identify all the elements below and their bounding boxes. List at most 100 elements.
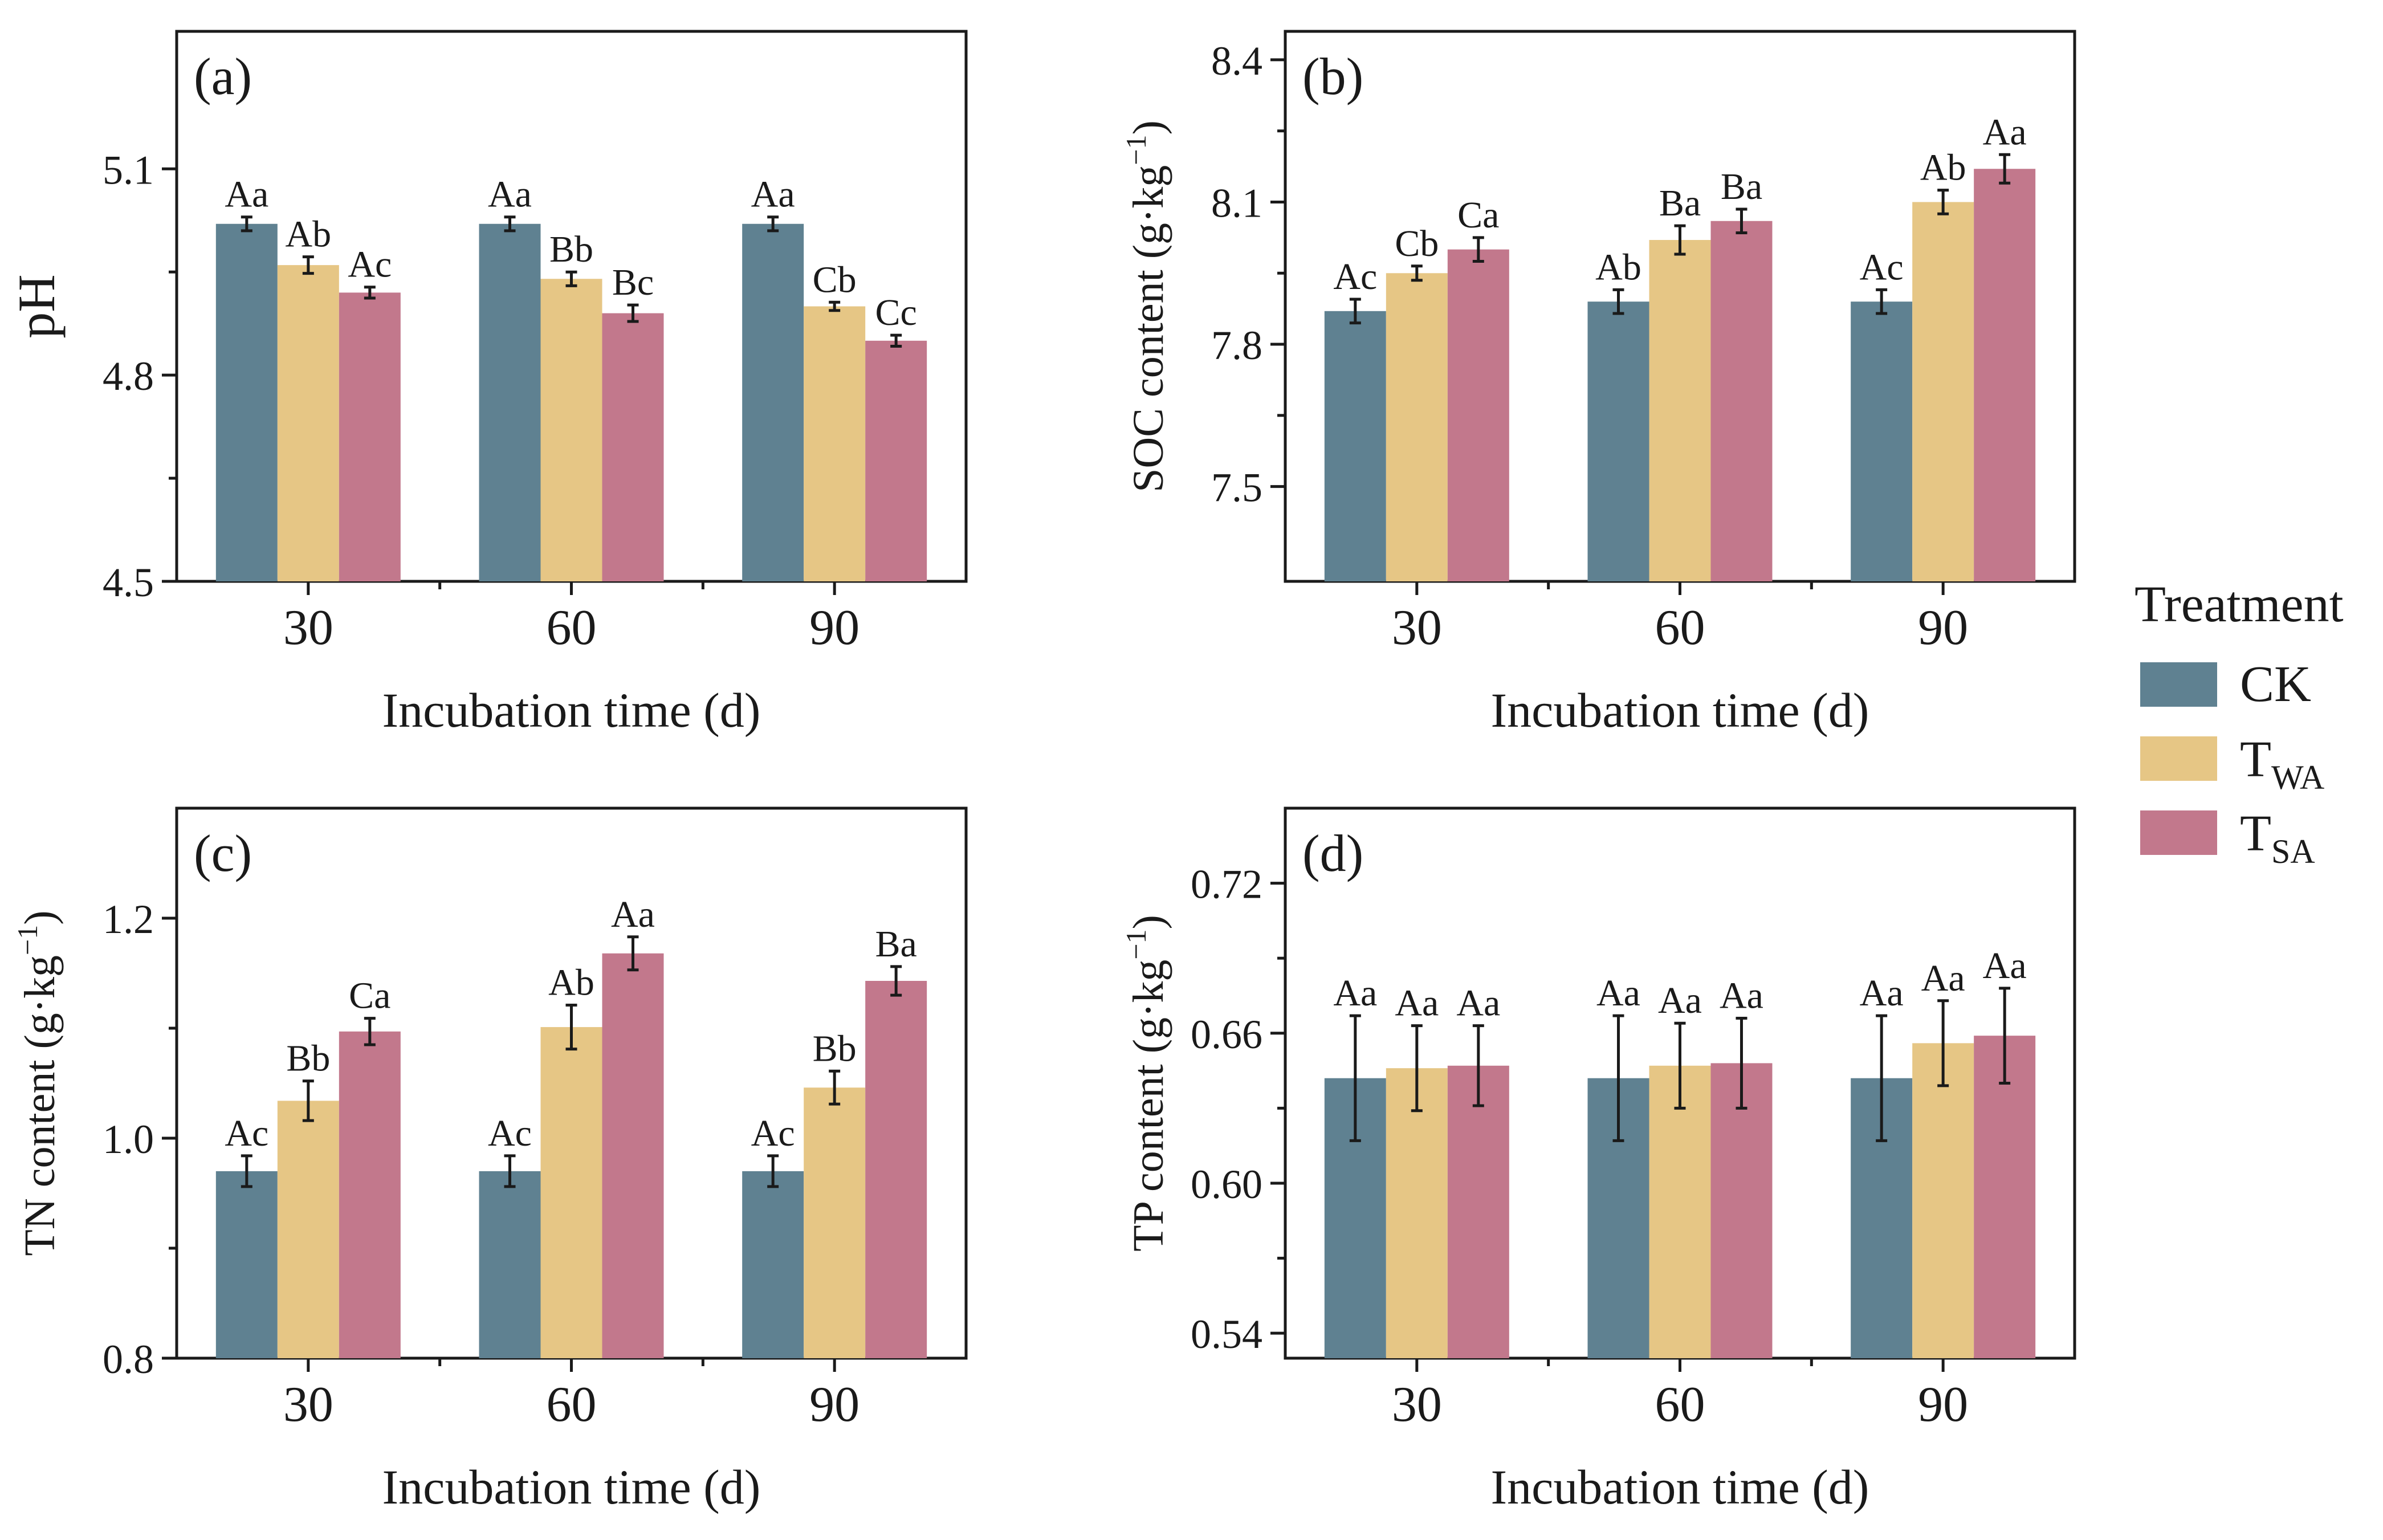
panel-d-sig-label-2-1: Aa — [1921, 958, 1965, 999]
legend-label-twa-main: T — [2240, 731, 2271, 788]
panel-b-sig-label-1-0: Ab — [1595, 246, 1641, 288]
panel-c-bar-1-2 — [602, 953, 664, 1358]
panel-c-bar-1-1 — [540, 1027, 602, 1358]
panel-c-bar-1-0 — [479, 1171, 541, 1358]
legend-label-tsa-main: T — [2240, 805, 2271, 862]
panel-a-bar-2-1 — [804, 306, 866, 581]
panel-d-bar-1-2 — [1710, 1063, 1773, 1358]
panel-d: (d) 0.54 0.60 0.66 0.72 TP content (g·kg−1) 30… — [1120, 806, 2076, 1514]
panel-c-xlabel: Incubation time (d) — [382, 1460, 761, 1514]
panel-b-xtick-label-0: 30 — [1392, 600, 1442, 655]
panel-c: (c) 0.8 1.0 1.2 TN content (g·kg−1) 30 Ac Bb Ca 6… — [11, 806, 968, 1514]
panel-c-sig-label-1-2: Aa — [611, 894, 655, 935]
panel-a-errorbar-0-1 — [302, 255, 314, 275]
panel-b-sig-label-2-1: Ab — [1920, 147, 1966, 189]
panel-a-ytick-label-2: 5.1 — [103, 147, 154, 193]
panel-c-ytick-label-1: 1.0 — [103, 1117, 154, 1162]
panel-d-errorbar-2-2 — [1999, 987, 2011, 1085]
panel-b-bar-2-0 — [1851, 302, 1913, 581]
panel-b-ytick-label-3: 8.4 — [1211, 38, 1262, 84]
panel-d-sig-label-1-1: Aa — [1658, 980, 1702, 1021]
panel-b-xtick-label-2: 90 — [1918, 600, 1968, 655]
panel-a-bar-1-1 — [540, 279, 602, 581]
panel-c-sig-label-2-2: Ba — [875, 923, 917, 965]
panel-a-bar-0-1 — [277, 265, 339, 581]
panel-a-bar-0-0 — [215, 223, 278, 581]
legend: Treatment CK TWA TSA — [2134, 576, 2344, 870]
panel-b-xlabel: Incubation time (d) — [1491, 683, 1869, 738]
panel-c-sig-label-0-0: Ac — [225, 1113, 268, 1154]
panel-c-ylabel: TN content (g·kg−1) — [11, 910, 64, 1256]
panel-d-bar-0-1 — [1386, 1068, 1448, 1358]
panel-a-errorbar-2-0 — [767, 215, 779, 233]
panel-d-xtick-label-2: 90 — [1918, 1377, 1968, 1432]
panel-b-sig-label-0-0: Ac — [1333, 256, 1377, 298]
panel-d-errorbar-1-2 — [1736, 1016, 1747, 1110]
panel-d-bar-2-1 — [1912, 1043, 1974, 1358]
panel-c-errorbar-2-2 — [890, 965, 902, 997]
legend-label-ck: CK — [2240, 656, 2311, 712]
panel-c-bar-2-1 — [804, 1087, 866, 1358]
legend-title: Treatment — [2134, 576, 2344, 633]
panel-c-errorbar-2-1 — [829, 1069, 841, 1106]
panel-a-label: (a) — [194, 47, 252, 105]
panel-a-errorbar-0-0 — [241, 215, 252, 233]
panel-d-errorbar-0-1 — [1411, 1024, 1423, 1113]
panel-c-label: (c) — [194, 824, 252, 882]
panel-b-errorbar-1-1 — [1674, 224, 1686, 256]
panel-c-bar-0-1 — [277, 1101, 339, 1358]
panel-c-sig-label-2-0: Ac — [751, 1113, 795, 1154]
panel-c-sig-label-1-1: Ab — [548, 962, 594, 1003]
panel-c-errorbar-0-0 — [241, 1154, 252, 1188]
panel-b-sig-label-0-2: Ca — [1457, 194, 1499, 236]
panel-c-bar-2-0 — [742, 1171, 804, 1358]
panel-c-bar-0-2 — [339, 1031, 401, 1358]
panel-d-ytick-label-3: 0.72 — [1191, 862, 1262, 907]
panel-c-xtick-label-1: 60 — [547, 1377, 597, 1432]
panel-c-errorbar-1-2 — [627, 935, 639, 972]
panel-d-sig-label-0-1: Aa — [1395, 983, 1439, 1024]
panel-b-errorbar-2-0 — [1876, 288, 1888, 315]
panel-a-ytick-label-1: 4.8 — [103, 353, 154, 399]
panel-b-errorbar-2-2 — [1999, 153, 2011, 185]
panel-b-ylabel: SOC content (g·kg−1) — [1120, 120, 1172, 492]
panel-a-bar-1-2 — [602, 313, 664, 581]
panel-b: (b) 7.5 7.8 8.1 8.4 SOC content (g·kg−1) 30 Ac C… — [1120, 30, 2076, 738]
panel-c-sig-label-1-0: Ac — [488, 1113, 532, 1154]
panel-c-bar-0-0 — [215, 1171, 278, 1358]
panel-b-errorbar-0-2 — [1472, 236, 1484, 263]
panel-d-sig-label-1-2: Aa — [1720, 975, 1763, 1016]
panel-a-ylabel: pH — [7, 274, 66, 338]
panel-d-sig-label-1-0: Aa — [1596, 972, 1640, 1014]
panel-c-errorbar-1-1 — [565, 1003, 577, 1051]
panel-d-ytick-label-1: 0.60 — [1191, 1162, 1262, 1207]
panel-b-sig-label-1-1: Ba — [1659, 182, 1701, 224]
panel-a-sig-label-1-1: Bb — [549, 229, 593, 270]
panel-b-errorbar-1-0 — [1612, 288, 1624, 315]
panel-b-bar-2-2 — [1974, 169, 2036, 581]
panel-a-xtick-label-0: 30 — [283, 600, 333, 655]
panel-b-errorbar-1-2 — [1736, 207, 1747, 235]
panel-d-xtick-label-1: 60 — [1655, 1377, 1705, 1432]
panel-c-sig-label-0-2: Ca — [349, 975, 390, 1017]
legend-swatch-twa — [2140, 736, 2217, 781]
panel-c-sig-label-0-1: Bb — [286, 1038, 330, 1079]
panel-d-ytick-label-2: 0.66 — [1191, 1012, 1262, 1057]
panel-a-errorbar-1-2 — [627, 303, 639, 323]
panel-a-bar-2-0 — [742, 223, 804, 581]
legend-label-tsa-sub: SA — [2271, 833, 2315, 870]
panel-d-sig-label-0-0: Aa — [1333, 972, 1377, 1014]
panel-c-bar-2-2 — [865, 981, 927, 1358]
legend-swatch-tsa — [2140, 810, 2217, 855]
panel-d-errorbar-2-1 — [1937, 999, 1949, 1087]
panel-b-ytick-label-1: 7.8 — [1211, 323, 1262, 368]
panel-d-errorbar-0-2 — [1472, 1024, 1484, 1107]
panel-d-sig-label-2-2: Aa — [1983, 945, 2027, 987]
panel-d-errorbar-0-0 — [1349, 1014, 1361, 1142]
panel-a-sig-label-2-0: Aa — [751, 174, 795, 215]
panel-a-xtick-label-1: 60 — [547, 600, 597, 655]
panel-d-label: (d) — [1302, 824, 1363, 882]
panel-a-errorbar-1-1 — [565, 270, 577, 287]
panel-b-bar-1-2 — [1710, 221, 1773, 581]
